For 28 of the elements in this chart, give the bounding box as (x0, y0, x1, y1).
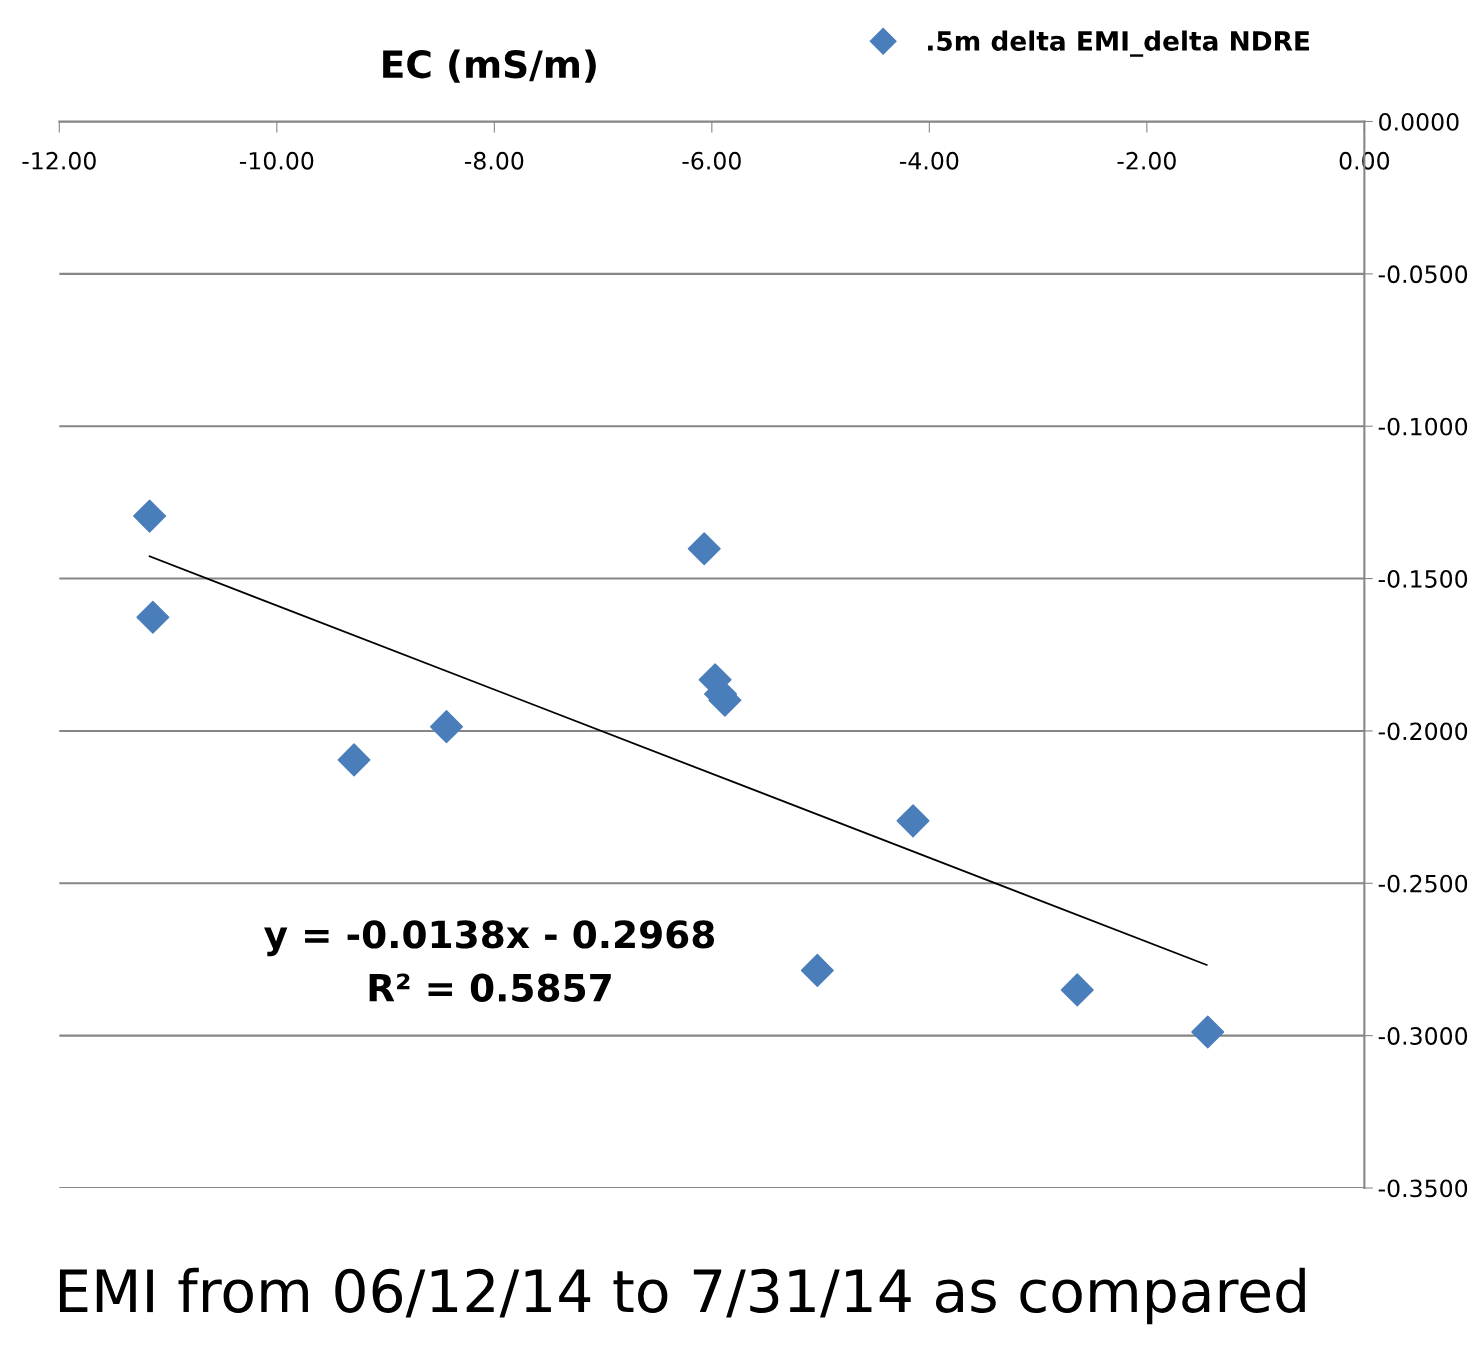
y-tick-label: -0.3500 (1378, 1179, 1468, 1198)
point (1060, 973, 1094, 1007)
x-tick-label: -8.00 (464, 151, 524, 170)
y-tick-label: -0.3000 (1378, 1027, 1468, 1045)
y-tick-label: 0.0000 (1379, 112, 1459, 131)
legend-label: .5m delta EMI_delta NDRE (928, 30, 1310, 57)
y-tick-label: -0.0500 (1378, 265, 1468, 284)
x-tick-label: -10.00 (239, 151, 314, 170)
y-tick-label: -0.1500 (1378, 570, 1468, 588)
x-tick-label: -2.00 (1117, 151, 1176, 170)
annotation: R² = 0.5857 (369, 973, 611, 1002)
point (337, 743, 371, 777)
point (429, 710, 464, 744)
point (896, 804, 930, 838)
x-tick-label: -4.00 (899, 151, 959, 170)
text: EMI from 06/12/14 to 7/31/14 as compared (59, 1267, 1305, 1325)
annotation: y = -0.0138x - 0.2968 (264, 920, 715, 957)
point (1191, 1015, 1225, 1049)
x-axis-title: EC (mS/m) (383, 49, 596, 83)
y-tick-label: -0.1000 (1378, 417, 1468, 436)
point (136, 600, 170, 634)
point (800, 953, 834, 987)
y-tick-label: -0.2000 (1378, 722, 1468, 741)
point (687, 532, 721, 566)
x-tick-label: -12.00 (22, 151, 96, 170)
point (133, 499, 167, 533)
y-tick-label: -0.2500 (1378, 874, 1468, 893)
x-tick-label: -6.00 (682, 151, 741, 170)
